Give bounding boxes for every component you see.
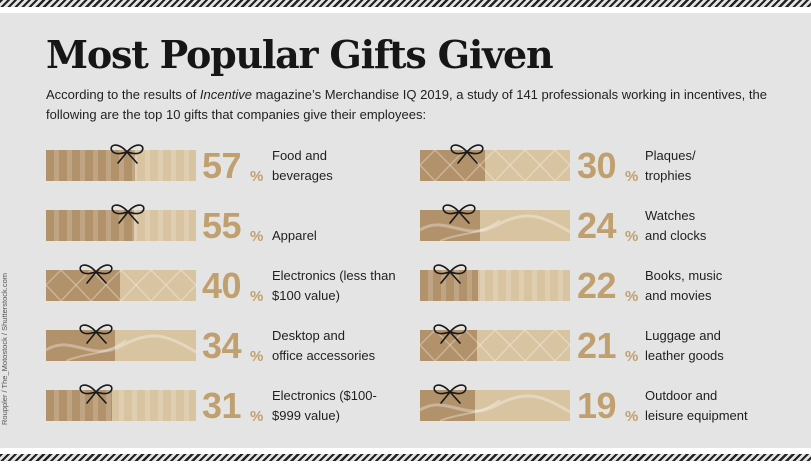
gift-label: Watches and clocks <box>645 206 780 246</box>
gift-label-line1: Books, music <box>645 268 723 283</box>
gift-label-line1: Watches <box>645 208 696 223</box>
gift-box-bar <box>419 384 571 422</box>
percent-sign: % <box>625 168 639 185</box>
photo-credit: Rouppler / The_Motostock / Shutterstock.… <box>0 272 9 425</box>
gift-label: Electronics (less than $100 value) <box>272 266 407 306</box>
percent-sign: % <box>250 228 264 245</box>
gift-label: Desktop and office accessories <box>272 326 407 366</box>
ribbon-bow-icon <box>450 144 484 164</box>
ribbon-bow-icon <box>442 204 476 224</box>
ribbon-bow-icon <box>111 204 145 224</box>
percent-sign: % <box>250 348 264 365</box>
ribbon-bow-icon <box>433 324 467 344</box>
gift-label-line2: and movies <box>645 288 712 303</box>
gift-label: Apparel <box>272 206 407 246</box>
percent-sign: % <box>625 288 639 305</box>
gift-box-fill <box>46 390 112 421</box>
gift-label-line1 <box>272 206 407 226</box>
gift-label: Plaques/trophies <box>645 146 780 186</box>
gift-label: Books, music and movies <box>645 266 780 306</box>
ribbon-bow-icon <box>110 144 144 164</box>
intro-magazine-name: Incentive <box>199 87 252 102</box>
gift-percent-value: 55 <box>202 205 242 246</box>
top-stripe <box>0 0 811 7</box>
gift-box-fill <box>420 270 478 301</box>
gift-label-line1: Electronics (less than <box>272 268 396 283</box>
ribbon-bow-icon <box>433 264 467 284</box>
gift-box-fill <box>420 210 480 241</box>
intro-text: According to the results of Incentive ma… <box>46 85 786 125</box>
gift-label-line1: Food and <box>272 148 327 163</box>
gift-percent-value: 57 <box>202 145 242 186</box>
gift-label-line2: beverages <box>272 168 333 183</box>
gift-percent-value: 30 <box>577 145 617 186</box>
percent-sign: % <box>625 228 639 245</box>
ribbon-bow-icon <box>79 324 113 344</box>
gift-label-line2: leisure equipment <box>645 408 748 423</box>
intro-text-after: magazine’s Merchandise IQ 2019, a study … <box>46 87 767 122</box>
percent-sign: % <box>625 408 639 425</box>
percent-sign: % <box>250 288 264 305</box>
gift-percent-value: 21 <box>577 325 617 366</box>
gift-label-line1: Luggage and <box>645 328 721 343</box>
gift-percent-value: 24 <box>577 205 617 246</box>
gift-box-bar <box>420 264 570 301</box>
gift-box-fill <box>420 150 485 181</box>
percent-sign: % <box>250 408 264 425</box>
gift-percent-value: 22 <box>577 265 617 306</box>
gift-label-line1: Outdoor and <box>645 388 718 403</box>
gift-label-line2: $999 value) <box>272 408 340 423</box>
gift-percent-value: 31 <box>202 385 242 426</box>
gift-box-bar <box>45 264 197 303</box>
gift-box-fill <box>46 150 135 181</box>
page-title: Most Popular Gifts Given <box>46 32 554 77</box>
gift-percent-value: 19 <box>577 385 617 426</box>
gift-box-bar <box>419 324 571 363</box>
gift-percent-value: 40 <box>202 265 242 306</box>
gift-label-line2: $100 value) <box>272 288 340 303</box>
gift-label-line2: Apparel <box>272 228 317 243</box>
gift-label-line2: trophies <box>645 168 692 183</box>
gift-label-line2: leather goods <box>645 348 724 363</box>
gift-label: Electronics ($100- $999 value) <box>272 386 407 426</box>
gift-label: Food and beverages <box>272 146 407 186</box>
gift-box-bar <box>46 384 196 421</box>
gift-box-bar <box>419 204 571 242</box>
gift-box-fill <box>46 330 115 361</box>
ribbon-bow-icon <box>433 384 467 404</box>
gift-label-line1: Electronics ($100- <box>272 388 377 403</box>
intro-text-before: According to the results of <box>46 87 200 102</box>
percent-sign: % <box>250 168 264 185</box>
gift-percent-value: 34 <box>202 325 242 366</box>
gift-box-bar <box>46 144 196 181</box>
gift-label: Luggage and leather goods <box>645 326 780 366</box>
gift-label: Outdoor and leisure equipment <box>645 386 780 426</box>
gift-box-bar <box>45 324 197 362</box>
gift-label-line2: office accessories <box>272 348 376 363</box>
percent-sign: % <box>625 348 639 365</box>
gift-label-line1: Plaques/ <box>645 148 696 163</box>
gift-box-fill <box>46 270 120 301</box>
gift-label-line1: Desktop and <box>272 328 345 343</box>
gift-box-bar <box>46 204 196 241</box>
ribbon-bow-icon <box>79 264 113 284</box>
gift-box-bar <box>419 144 571 183</box>
gift-label-line2: and clocks <box>645 228 707 243</box>
gift-box-fill <box>46 210 134 241</box>
ribbon-bow-icon <box>79 384 113 404</box>
bottom-stripe <box>0 454 811 461</box>
gift-box-fill <box>420 330 477 361</box>
